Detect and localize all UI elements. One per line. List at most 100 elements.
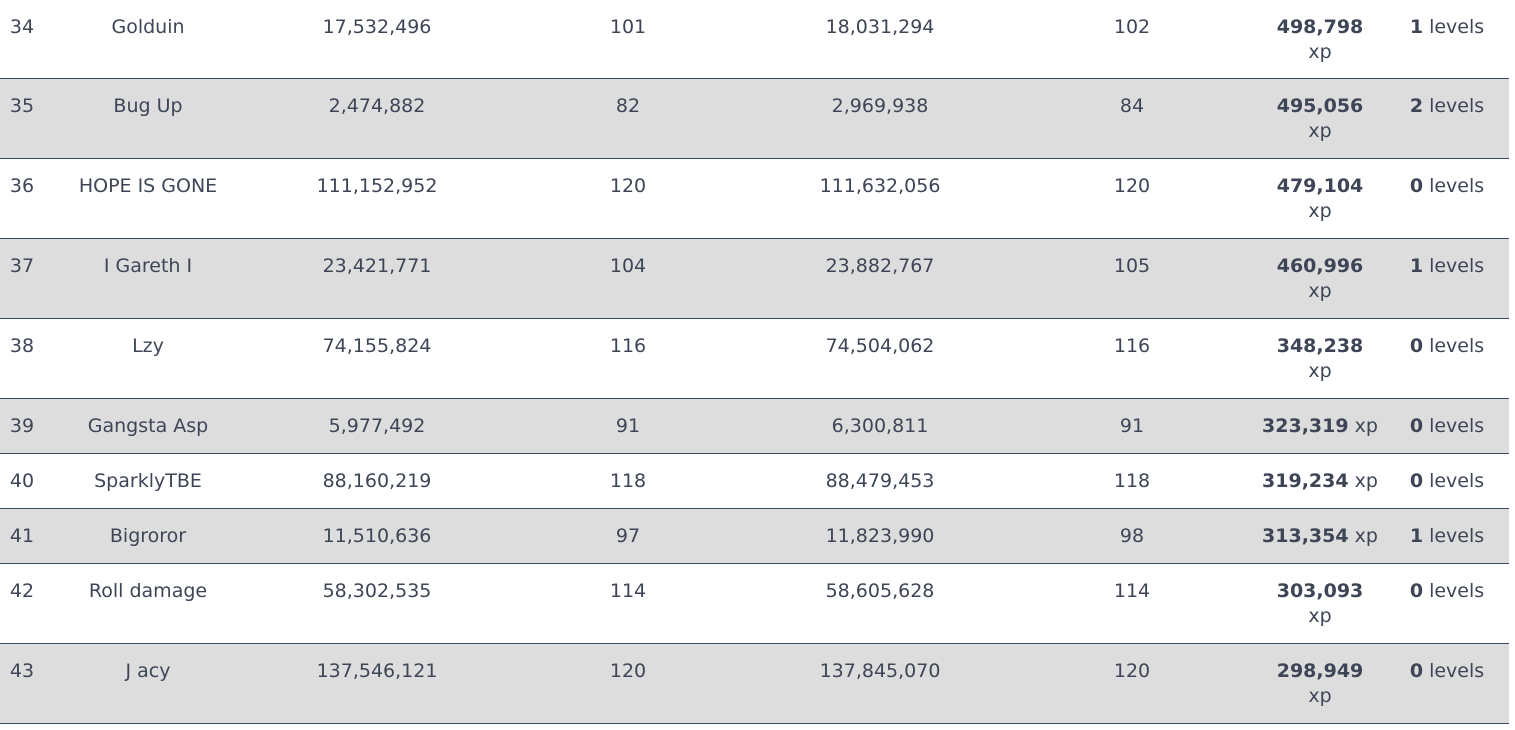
end-level-cell: 120 (1113, 660, 1151, 682)
rank-cell: 36 (9, 175, 35, 197)
end-xp-cell: 2,969,938 (831, 95, 929, 117)
player-name-link[interactable]: HOPE IS GONE (78, 175, 218, 197)
levels-gained-label: levels (1423, 660, 1485, 682)
end-level-cell: 98 (1119, 525, 1145, 547)
table-row: 39 Gangsta Asp 5,977,492 91 6,300,811 91… (0, 399, 1509, 454)
start-xp-cell: 11,510,636 (322, 525, 432, 547)
rank-cell: 39 (9, 415, 35, 437)
levels-gained-cell: 1 levels (1397, 15, 1497, 40)
xp-gain-value: 323,319 (1262, 415, 1349, 437)
xp-gain-value: 313,354 (1262, 525, 1349, 547)
start-xp-cell: 2,474,882 (328, 95, 426, 117)
player-name-link[interactable]: I Gareth I (103, 255, 193, 277)
levels-gained-value: 0 (1409, 175, 1424, 197)
levels-gained-cell: 0 levels (1397, 414, 1497, 439)
levels-gained-value: 0 (1409, 415, 1424, 437)
start-xp-cell: 137,546,121 (316, 660, 438, 682)
end-level-cell: 120 (1113, 175, 1151, 197)
table-row: 35 Bug Up 2,474,882 82 2,969,938 84 495,… (0, 79, 1509, 159)
player-name-link[interactable]: J acy (125, 660, 171, 682)
start-xp-cell: 5,977,492 (328, 415, 426, 437)
start-xp-cell: 111,152,952 (316, 175, 438, 197)
xp-gain-cell: 495,056 xp (1250, 94, 1390, 144)
xp-gain-unit: xp (1308, 605, 1332, 627)
player-name-link[interactable]: Bug Up (113, 95, 183, 117)
scrollbar-track[interactable] (1509, 0, 1515, 730)
rank-cell: 34 (9, 16, 35, 38)
end-level-cell: 114 (1113, 580, 1151, 602)
start-level-cell: 101 (609, 16, 647, 38)
levels-gained-cell: 1 levels (1397, 524, 1497, 549)
levels-gained-cell: 0 levels (1397, 334, 1497, 359)
levels-gained-cell: 0 levels (1397, 174, 1497, 199)
xp-gain-value: 303,093 (1276, 580, 1364, 602)
player-name-link[interactable]: Golduin (111, 16, 185, 38)
levels-gained-label: levels (1423, 175, 1485, 197)
start-xp-cell: 23,421,771 (322, 255, 432, 277)
levels-gained-label: levels (1423, 335, 1485, 357)
levels-gained-cell: 0 levels (1397, 579, 1497, 604)
xp-gain-value: 498,798 (1276, 16, 1364, 38)
levels-gained-cell: 2 levels (1397, 94, 1497, 119)
levels-gained-label: levels (1423, 470, 1485, 492)
levels-gained-label: levels (1423, 16, 1485, 38)
xp-gain-value: 460,996 (1276, 255, 1364, 277)
xp-gain-value: 298,949 (1276, 660, 1364, 682)
levels-gained-value: 2 (1409, 95, 1424, 117)
start-xp-cell: 58,302,535 (322, 580, 432, 602)
end-xp-cell: 6,300,811 (831, 415, 929, 437)
end-xp-cell: 11,823,990 (825, 525, 935, 547)
levels-gained-label: levels (1423, 525, 1485, 547)
xp-gain-cell: 313,354 xp (1250, 524, 1390, 549)
xp-gain-unit: xp (1308, 41, 1332, 63)
xp-gain-cell: 348,238 xp (1250, 334, 1390, 384)
xp-gain-value: 348,238 (1276, 335, 1364, 357)
rank-cell: 40 (9, 470, 35, 492)
table-row: 34 Golduin 17,532,496 101 18,031,294 102… (0, 0, 1509, 79)
rank-cell: 38 (9, 335, 35, 357)
levels-gained-value: 1 (1409, 255, 1424, 277)
levels-gained-cell: 0 levels (1397, 469, 1497, 494)
end-level-cell: 102 (1113, 16, 1151, 38)
rank-cell: 43 (9, 660, 35, 682)
levels-gained-label: levels (1423, 95, 1485, 117)
xp-gain-unit: xp (1354, 415, 1378, 437)
start-xp-cell: 74,155,824 (322, 335, 432, 357)
xp-gain-unit: xp (1308, 120, 1332, 142)
table-row: 37 I Gareth I 23,421,771 104 23,882,767 … (0, 239, 1509, 319)
levels-gained-label: levels (1423, 255, 1485, 277)
xp-gain-unit: xp (1308, 360, 1332, 382)
levels-gained-value: 0 (1409, 335, 1424, 357)
player-name-link[interactable]: Roll damage (88, 580, 208, 602)
rank-cell: 37 (9, 255, 35, 277)
player-name-link[interactable]: Gangsta Asp (87, 415, 209, 437)
start-xp-cell: 88,160,219 (322, 470, 432, 492)
levels-gained-cell: 0 levels (1397, 659, 1497, 684)
table-row: 43 J acy 137,546,121 120 137,845,070 120… (0, 644, 1509, 724)
start-level-cell: 91 (615, 415, 641, 437)
xp-gain-unit: xp (1354, 470, 1378, 492)
player-name-link[interactable]: Lzy (132, 335, 164, 357)
levels-gained-cell: 1 levels (1397, 254, 1497, 279)
start-level-cell: 120 (609, 175, 647, 197)
levels-gained-label: levels (1423, 415, 1485, 437)
table-row: 42 Roll damage 58,302,535 114 58,605,628… (0, 564, 1509, 644)
table-row: 41 Bigroror 11,510,636 97 11,823,990 98 … (0, 509, 1509, 564)
rank-cell: 42 (9, 580, 35, 602)
xp-gain-value: 319,234 (1262, 470, 1349, 492)
table-row: 36 HOPE IS GONE 111,152,952 120 111,632,… (0, 159, 1509, 239)
end-xp-cell: 74,504,062 (825, 335, 935, 357)
player-name-link[interactable]: SparklyTBE (94, 470, 202, 492)
table-row: 40 SparklyTBE 88,160,219 118 88,479,453 … (0, 454, 1509, 509)
table-row: 38 Lzy 74,155,824 116 74,504,062 116 348… (0, 319, 1509, 399)
xp-gain-unit: xp (1308, 685, 1332, 707)
player-name-link[interactable]: Bigroror (109, 525, 187, 547)
xp-gain-cell: 303,093 xp (1250, 579, 1390, 629)
start-level-cell: 97 (615, 525, 641, 547)
start-level-cell: 82 (615, 95, 641, 117)
start-xp-cell: 17,532,496 (322, 16, 432, 38)
xp-gain-cell: 323,319 xp (1250, 414, 1390, 439)
levels-gained-value: 0 (1409, 660, 1424, 682)
